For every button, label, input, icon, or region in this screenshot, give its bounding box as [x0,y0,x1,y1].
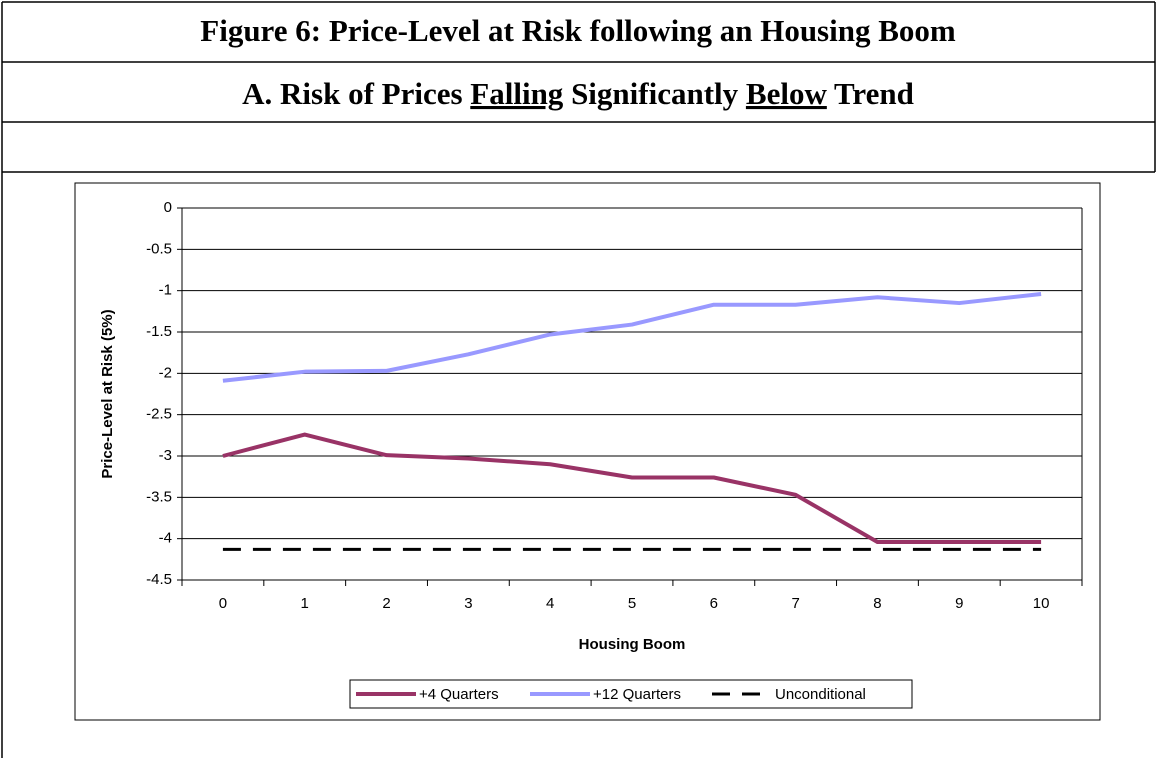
y-tick-label: -2 [159,364,172,381]
y-tick-label: 0 [164,199,172,216]
y-tick-label: -4 [159,530,172,547]
series-line [222,291,1042,383]
x-tick-label: 0 [219,595,227,612]
x-tick-label: 5 [628,595,636,612]
y-tick-label: -4.5 [146,571,172,588]
chart-subtitle: A. Risk of Prices Falling Significantly … [242,76,914,111]
legend-label: +4 Quarters [419,686,499,703]
subtitle-part: Significantly [563,76,746,111]
y-tick-label: -3.5 [146,488,172,505]
y-tick-label: -2.5 [146,406,172,423]
legend-label: Unconditional [775,686,866,703]
series-line [222,432,1042,544]
x-tick-label: 2 [382,595,390,612]
x-tick-label: 1 [301,595,309,612]
y-tick-label: -1 [159,282,172,299]
y-tick-label: -0.5 [146,240,172,257]
x-axis-title: Housing Boom [579,636,686,653]
subtitle-part: A. Risk of Prices [242,76,470,111]
subtitle-part: Below [746,76,828,111]
x-tick-label: 4 [546,595,554,612]
legend-box [349,679,913,709]
chart-title: Figure 6: Price-Level at Risk following … [200,13,956,48]
x-tick-label: 10 [1033,595,1050,612]
subtitle-part: Falling [470,76,564,111]
y-tick-label: -1.5 [146,323,172,340]
x-tick-label: 8 [873,595,881,612]
x-tick-label: 3 [464,595,472,612]
x-tick-label: 9 [955,595,963,612]
subtitle-part: Trend [827,76,914,111]
y-tick-label: -3 [159,447,172,464]
y-axis-title: Price-Level at Risk (5%) [99,309,116,478]
x-tick-label: 7 [791,595,799,612]
plot-area [182,208,1082,580]
legend-label: +12 Quarters [593,686,681,703]
x-tick-label: 6 [710,595,718,612]
